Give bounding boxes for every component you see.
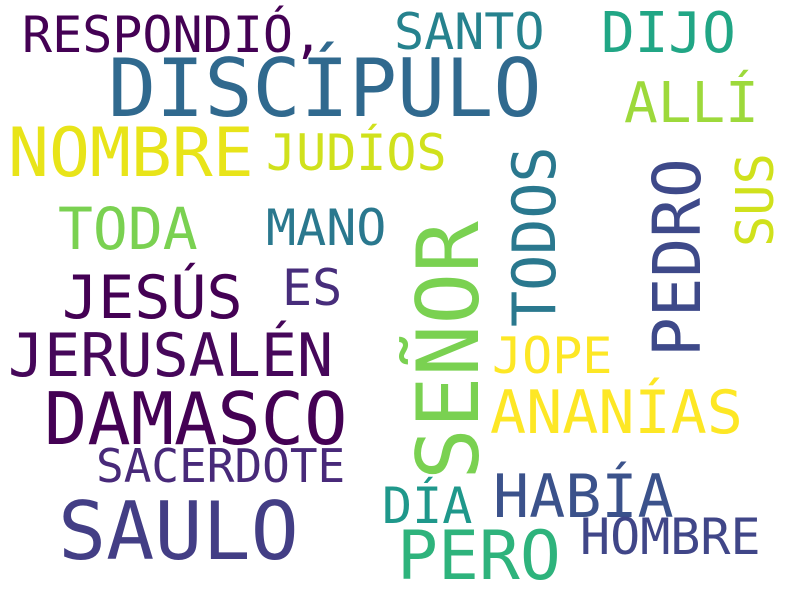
word-dia: DÍA <box>382 477 473 535</box>
word-hombre: HOMBRE <box>580 508 761 566</box>
word-todos: TODOS <box>500 146 570 327</box>
word-senor: SEÑOR <box>399 221 499 480</box>
word-nombre: NOMBRE <box>8 114 254 193</box>
word-sacerdote: SACERDOTE <box>96 439 346 493</box>
word-toda: TODA <box>58 195 198 263</box>
word-mano: MANO <box>266 199 387 257</box>
word-santo: SANTO <box>394 3 545 61</box>
word-discipulo: DISCÍPULO <box>108 42 542 135</box>
word-respondio: RESPONDIÓ, <box>22 6 324 64</box>
word-judios: JUDÍOS <box>266 124 447 182</box>
word-jesus: JESÚS <box>62 263 243 333</box>
word-ananias: ANANÍAS <box>490 378 743 448</box>
word-saulo: SAULO <box>58 485 299 578</box>
word-sus: SUS <box>726 153 786 247</box>
word-pero: PERO <box>397 517 561 596</box>
word-jerusalen: JERUSALÉN <box>8 321 334 391</box>
word-damasco: DAMASCO <box>44 377 348 461</box>
word-jope: JOPE <box>492 327 613 385</box>
word-dijo: DIJO <box>601 1 736 66</box>
word-habia: HABÍA <box>493 462 674 532</box>
word-es: ES <box>282 259 343 317</box>
word-alli: ALLÍ <box>624 71 759 136</box>
word-pedro: PEDRO <box>639 158 716 357</box>
